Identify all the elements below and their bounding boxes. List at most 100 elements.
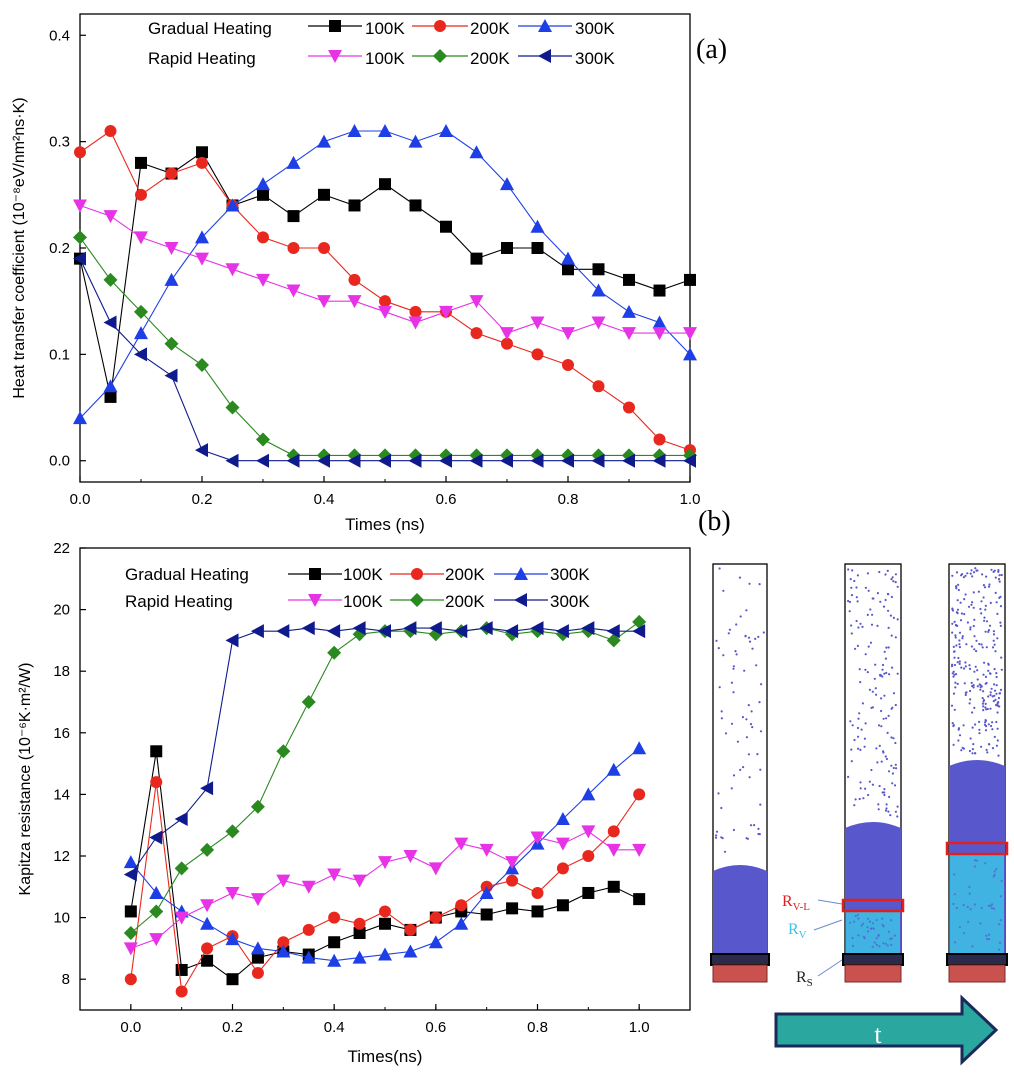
vapor-particle	[884, 657, 888, 660]
vapor-particle	[885, 807, 888, 810]
vapor-particle	[883, 694, 886, 697]
vapor-particle	[859, 787, 862, 790]
vapor-layer-particle	[853, 920, 856, 923]
vapor-particle	[883, 791, 886, 794]
b-data-point	[174, 812, 188, 827]
b-data-point	[505, 856, 520, 870]
vapor-particle	[984, 675, 988, 679]
vapor-particle	[734, 650, 737, 653]
vapor-particle	[951, 574, 954, 577]
substrate-block	[844, 964, 902, 983]
vapor-particle	[952, 724, 955, 727]
vapor-particle	[885, 757, 889, 761]
b-series-1	[124, 776, 646, 998]
vapor-particle	[978, 720, 981, 724]
b-data-point	[530, 621, 544, 636]
a-data-point	[195, 358, 209, 372]
column-early	[710, 563, 770, 983]
vapor-layer-particle	[867, 930, 870, 933]
b-data-point	[555, 812, 570, 826]
vapor-particle	[951, 672, 954, 675]
a-series-3	[73, 199, 697, 341]
vapor-particle	[978, 683, 981, 686]
b-data-point	[225, 633, 239, 648]
vapor-particle	[751, 726, 754, 729]
vapor-particle	[982, 705, 985, 708]
b-data-point	[200, 899, 215, 913]
vapor-particle	[973, 706, 976, 710]
vapor-particle	[851, 724, 854, 727]
vapor-particle	[717, 647, 720, 650]
vapor-particle	[977, 590, 981, 593]
vapor-particle	[856, 600, 859, 603]
vapor-particle	[995, 720, 998, 724]
vapor-layer-particle	[877, 934, 880, 938]
vapor-particle	[983, 723, 987, 726]
a-x-tick-label: 0.6	[436, 491, 457, 508]
vapor-particle	[993, 668, 996, 671]
vapor-layer-particle	[984, 862, 987, 865]
vapor-particle	[992, 700, 995, 703]
vapor-particle	[892, 580, 895, 583]
b-data-point	[174, 911, 189, 925]
vapor-particle	[994, 689, 997, 692]
vapor-particle	[992, 639, 995, 642]
a-x-tick-label: 0.8	[558, 491, 579, 508]
vapor-particle	[857, 735, 860, 738]
a-data-point	[440, 220, 452, 233]
vapor-particle	[883, 672, 886, 675]
b-data-point	[606, 624, 620, 639]
a-data-point	[286, 284, 301, 298]
vapor-layer-particle	[882, 942, 885, 945]
b-data-point	[479, 885, 494, 899]
vapor-particle	[971, 601, 974, 604]
vapor-layer-particle	[973, 859, 977, 862]
vapor-layer-particle	[998, 941, 1002, 944]
a-data-point	[500, 177, 514, 191]
b-data-point	[404, 923, 417, 936]
vapor-particle	[980, 745, 983, 748]
vapor-particle	[976, 678, 979, 681]
vapor-layer-particle	[882, 925, 885, 928]
panel-b-legend-label-r300: 300K	[550, 592, 590, 611]
a-data-point	[225, 400, 240, 415]
vapor-particle	[995, 601, 998, 604]
time-arrow: t	[774, 994, 999, 1066]
a-legend-swatch-marker	[328, 50, 342, 63]
a-data-point	[134, 231, 148, 245]
b-data-point	[276, 944, 291, 958]
vapor-particle	[849, 578, 852, 581]
vapor-particle	[875, 747, 878, 750]
vapor-layer-particle	[890, 943, 893, 947]
a-data-point	[104, 125, 117, 137]
vapor-particle	[745, 718, 748, 721]
b-data-point	[428, 621, 442, 636]
vapor-layer-particle	[851, 937, 854, 940]
vapor-particle	[732, 665, 736, 668]
vapor-particle	[749, 824, 753, 827]
b-data-point	[123, 867, 137, 882]
time-arrow-label: t	[874, 1020, 882, 1049]
a-legend-swatch-marker	[434, 20, 446, 32]
vapor-particle	[894, 763, 897, 766]
a-data-point	[347, 295, 362, 309]
b-data-point	[633, 788, 646, 801]
vapor-layer-particle	[866, 926, 869, 929]
vapor-particle	[874, 663, 877, 666]
b-data-point	[428, 862, 443, 876]
vapor-particle	[867, 589, 870, 592]
vapor-particle	[975, 639, 978, 642]
vapor-particle	[997, 569, 1000, 572]
a-data-point	[104, 390, 117, 403]
b-data-point	[149, 830, 163, 845]
solid-interface-box	[842, 953, 904, 966]
panel-b-legend-label-g100: 100K	[343, 565, 383, 584]
panel-b-plot-frame	[79, 547, 691, 1011]
vapor-layer-particle	[860, 924, 863, 927]
vapor-particle	[987, 662, 990, 665]
vapor-particle	[1000, 668, 1003, 671]
vapor-particle	[992, 630, 996, 633]
vapor-layer-particle	[875, 937, 878, 940]
vapor-particle	[984, 682, 987, 685]
vapor-particle	[976, 669, 979, 672]
